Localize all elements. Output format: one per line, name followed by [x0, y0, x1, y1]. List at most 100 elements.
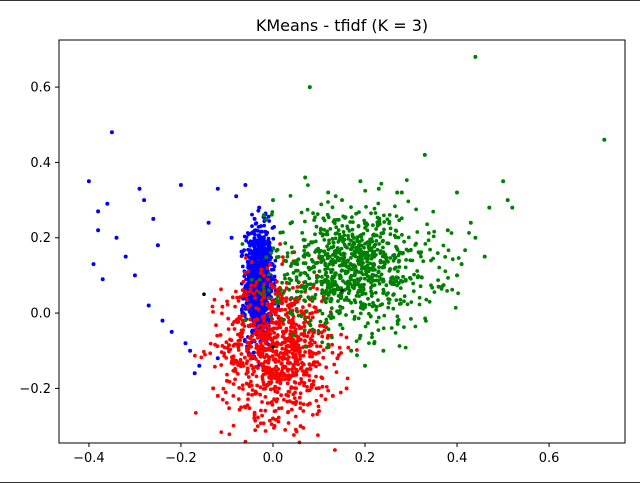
data-point — [309, 266, 314, 271]
data-point — [299, 326, 304, 330]
data-point — [238, 338, 243, 343]
data-point — [327, 241, 331, 246]
data-point — [468, 220, 473, 225]
data-point — [354, 281, 359, 286]
data-point — [271, 198, 275, 203]
data-point — [226, 316, 231, 321]
data-point — [319, 393, 324, 398]
data-point — [445, 289, 449, 293]
data-point — [299, 337, 303, 342]
data-point — [266, 214, 271, 219]
data-point — [393, 235, 398, 240]
data-point — [455, 273, 459, 278]
data-point — [258, 229, 263, 234]
data-point — [263, 336, 267, 340]
data-point — [339, 275, 343, 280]
centroid-layer — [202, 288, 344, 349]
data-point — [376, 298, 380, 302]
data-point — [285, 369, 290, 373]
data-point — [337, 238, 342, 243]
data-point — [352, 240, 356, 245]
data-point — [227, 406, 232, 411]
data-point — [322, 278, 327, 283]
data-point — [208, 351, 213, 356]
data-point — [365, 222, 370, 227]
data-point — [363, 188, 368, 193]
data-point — [268, 282, 273, 287]
data-point — [224, 340, 229, 345]
data-point — [290, 351, 295, 356]
data-point — [253, 296, 257, 300]
data-point — [278, 242, 282, 246]
data-point — [358, 239, 362, 244]
data-point — [330, 261, 334, 265]
data-point — [289, 264, 293, 268]
data-point — [294, 289, 299, 294]
data-point — [298, 401, 303, 405]
data-point — [248, 266, 253, 271]
data-point — [424, 319, 428, 323]
data-point — [303, 175, 308, 180]
data-point — [252, 309, 257, 314]
data-point — [268, 418, 272, 423]
data-point — [381, 326, 386, 331]
data-point — [255, 313, 260, 318]
data-point — [318, 308, 322, 313]
data-point — [322, 249, 327, 254]
data-point — [188, 348, 193, 353]
data-point — [235, 320, 240, 325]
data-point — [378, 260, 383, 265]
data-point — [256, 366, 260, 370]
data-point — [302, 298, 307, 303]
data-point — [332, 251, 337, 256]
data-point — [241, 387, 245, 391]
data-point — [290, 220, 294, 225]
data-point — [301, 402, 306, 407]
data-point — [450, 257, 455, 262]
data-point — [178, 183, 183, 187]
data-point — [281, 351, 286, 356]
data-point — [261, 285, 266, 290]
data-point — [265, 266, 270, 270]
data-point — [307, 349, 312, 353]
data-point — [377, 222, 382, 226]
data-point — [381, 279, 385, 284]
data-point — [238, 357, 243, 362]
data-point — [366, 296, 370, 301]
data-point — [352, 278, 357, 283]
data-point — [303, 338, 307, 343]
data-point — [286, 389, 291, 394]
data-point — [234, 289, 238, 294]
data-point — [307, 85, 312, 90]
data-point — [326, 247, 331, 252]
data-point — [296, 313, 301, 318]
data-point — [276, 294, 280, 298]
data-point — [212, 297, 217, 302]
data-point — [250, 212, 254, 217]
data-point — [269, 251, 273, 255]
data-point — [235, 342, 240, 347]
data-point — [279, 393, 283, 398]
data-point — [311, 383, 316, 387]
data-point — [241, 303, 245, 308]
data-point — [275, 380, 280, 384]
data-point — [390, 275, 395, 279]
data-point — [96, 209, 101, 214]
data-point — [261, 255, 266, 259]
data-point — [220, 311, 224, 316]
data-point — [376, 315, 381, 320]
data-point — [270, 285, 275, 290]
data-point — [356, 256, 361, 261]
data-point — [222, 345, 227, 350]
data-point — [453, 305, 458, 310]
data-point — [297, 381, 302, 386]
data-point — [357, 294, 361, 298]
data-point — [426, 231, 431, 235]
data-point — [385, 241, 390, 246]
data-point — [323, 397, 328, 402]
data-point — [269, 309, 274, 314]
data-point — [387, 221, 391, 226]
data-point — [378, 235, 383, 239]
data-point — [396, 259, 401, 264]
data-point — [258, 385, 263, 390]
